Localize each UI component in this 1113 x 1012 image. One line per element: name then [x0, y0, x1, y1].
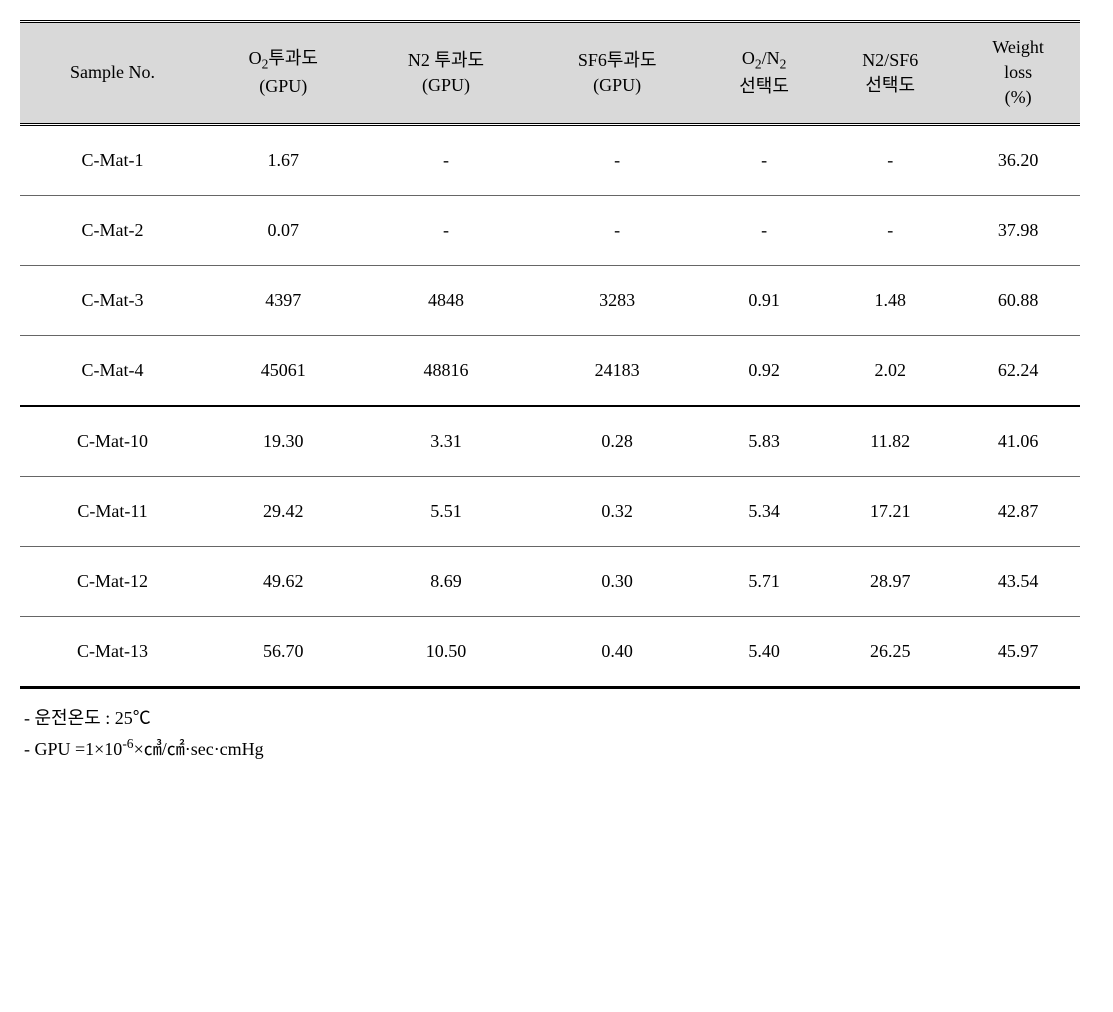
table-row: C-Mat-44506148816241830.922.0262.24	[20, 335, 1080, 406]
table-cell: C-Mat-1	[20, 124, 205, 195]
table-cell: C-Mat-13	[20, 616, 205, 687]
table-cell: -	[704, 124, 824, 195]
table-cell: 5.83	[704, 406, 824, 477]
table-cell: 24183	[530, 335, 703, 406]
table-cell: -	[362, 195, 531, 265]
table-row: C-Mat-1249.628.690.305.7128.9743.54	[20, 546, 1080, 616]
table-cell: 26.25	[824, 616, 956, 687]
table-cell: -	[704, 195, 824, 265]
table-cell: 17.21	[824, 476, 956, 546]
table-cell: 5.51	[362, 476, 531, 546]
table-cell: C-Mat-12	[20, 546, 205, 616]
table-cell: 5.34	[704, 476, 824, 546]
table-cell: 29.42	[205, 476, 362, 546]
column-header-6: Weightloss(%)	[956, 22, 1080, 125]
table-cell: 1.48	[824, 265, 956, 335]
table-row: C-Mat-1356.7010.500.405.4026.2545.97	[20, 616, 1080, 687]
table-cell: 5.40	[704, 616, 824, 687]
table-cell: 19.30	[205, 406, 362, 477]
column-header-5: N2/SF6선택도	[824, 22, 956, 125]
column-header-1: O2투과도(GPU)	[205, 22, 362, 125]
table-row: C-Mat-1019.303.310.285.8311.8241.06	[20, 406, 1080, 477]
column-header-0: Sample No.	[20, 22, 205, 125]
table-row: C-Mat-1129.425.510.325.3417.2142.87	[20, 476, 1080, 546]
table-row: C-Mat-34397484832830.911.4860.88	[20, 265, 1080, 335]
table-cell: 43.54	[956, 546, 1080, 616]
table-cell: 5.71	[704, 546, 824, 616]
table-cell: 48816	[362, 335, 531, 406]
table-cell: 45.97	[956, 616, 1080, 687]
table-cell: 28.97	[824, 546, 956, 616]
table-cell: 1.67	[205, 124, 362, 195]
table-cell: 62.24	[956, 335, 1080, 406]
footnote-line-0: - 운전온도 : 25℃	[24, 703, 1093, 734]
table-cell: 45061	[205, 335, 362, 406]
table-cell: 36.20	[956, 124, 1080, 195]
table-header: Sample No.O2투과도(GPU)N2 투과도(GPU)SF6투과도(GP…	[20, 22, 1080, 125]
column-header-3: SF6투과도(GPU)	[530, 22, 703, 125]
table-cell: C-Mat-3	[20, 265, 205, 335]
table-cell: C-Mat-2	[20, 195, 205, 265]
table-cell: 4397	[205, 265, 362, 335]
footnotes: - 운전온도 : 25℃- GPU =1×10-6×㎤/㎠·sec·cmHg	[20, 703, 1093, 765]
table-row: C-Mat-20.07----37.98	[20, 195, 1080, 265]
table-cell: 0.91	[704, 265, 824, 335]
table-cell: 10.50	[362, 616, 531, 687]
footnote-line-1: - GPU =1×10-6×㎤/㎠·sec·cmHg	[24, 733, 1093, 765]
table-cell: 0.28	[530, 406, 703, 477]
table-cell: 37.98	[956, 195, 1080, 265]
table-cell: -	[824, 195, 956, 265]
column-header-4: O2/N2선택도	[704, 22, 824, 125]
table-cell: -	[530, 124, 703, 195]
data-table: Sample No.O2투과도(GPU)N2 투과도(GPU)SF6투과도(GP…	[20, 20, 1080, 689]
table-cell: 2.02	[824, 335, 956, 406]
table-cell: 3283	[530, 265, 703, 335]
table-cell: 0.07	[205, 195, 362, 265]
table-cell: 4848	[362, 265, 531, 335]
table-cell: 41.06	[956, 406, 1080, 477]
table-row: C-Mat-11.67----36.20	[20, 124, 1080, 195]
table-cell: 0.40	[530, 616, 703, 687]
table-cell: -	[824, 124, 956, 195]
table-cell: -	[530, 195, 703, 265]
table-cell: C-Mat-4	[20, 335, 205, 406]
table-cell: 49.62	[205, 546, 362, 616]
table-cell: 11.82	[824, 406, 956, 477]
table-cell: C-Mat-11	[20, 476, 205, 546]
table-cell: 42.87	[956, 476, 1080, 546]
table-body: C-Mat-11.67----36.20C-Mat-20.07----37.98…	[20, 124, 1080, 687]
table-cell: 56.70	[205, 616, 362, 687]
table-cell: -	[362, 124, 531, 195]
table-cell: 0.92	[704, 335, 824, 406]
table-cell: 60.88	[956, 265, 1080, 335]
table-cell: 0.30	[530, 546, 703, 616]
table-cell: C-Mat-10	[20, 406, 205, 477]
table-cell: 3.31	[362, 406, 531, 477]
table-cell: 0.32	[530, 476, 703, 546]
table-cell: 8.69	[362, 546, 531, 616]
column-header-2: N2 투과도(GPU)	[362, 22, 531, 125]
